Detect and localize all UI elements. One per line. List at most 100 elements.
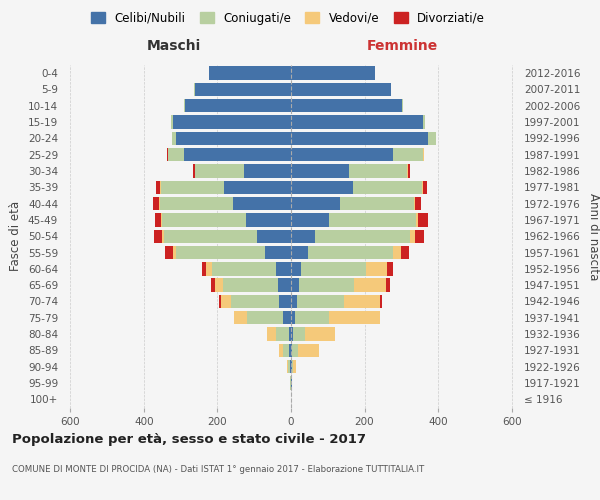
Bar	[193, 164, 195, 177]
Bar	[279, 295, 291, 308]
Bar	[407, 164, 410, 177]
Bar	[283, 344, 289, 357]
Bar	[212, 262, 275, 276]
Bar	[291, 99, 402, 112]
Bar	[211, 278, 215, 292]
Bar	[246, 214, 291, 226]
Bar	[428, 132, 436, 145]
Bar	[164, 230, 257, 243]
Bar	[415, 197, 421, 210]
Bar	[196, 164, 244, 177]
Bar	[275, 328, 289, 341]
Bar	[185, 99, 291, 112]
Bar	[209, 66, 291, 80]
Bar	[244, 164, 291, 177]
Bar	[291, 132, 428, 145]
Bar	[291, 262, 301, 276]
Bar	[224, 180, 291, 194]
Bar	[416, 214, 418, 226]
Bar	[165, 246, 173, 259]
Bar	[291, 344, 292, 357]
Bar	[291, 164, 349, 177]
Bar	[291, 311, 295, 324]
Bar	[275, 262, 291, 276]
Bar	[422, 180, 427, 194]
Bar	[291, 246, 308, 259]
Bar	[291, 214, 329, 226]
Bar	[184, 99, 185, 112]
Bar	[279, 344, 283, 357]
Bar	[291, 278, 299, 292]
Bar	[167, 148, 168, 162]
Bar	[156, 180, 160, 194]
Bar	[329, 214, 416, 226]
Bar	[393, 246, 401, 259]
Y-axis label: Anni di nascita: Anni di nascita	[587, 192, 600, 280]
Bar	[366, 262, 388, 276]
Bar	[295, 311, 329, 324]
Bar	[293, 328, 305, 341]
Legend: Celibi/Nubili, Coniugati/e, Vedovi/e, Divorziati/e: Celibi/Nubili, Coniugati/e, Vedovi/e, Di…	[85, 6, 491, 30]
Bar	[291, 295, 297, 308]
Bar	[386, 278, 390, 292]
Bar	[289, 344, 291, 357]
Bar	[291, 180, 353, 194]
Bar	[291, 197, 340, 210]
Text: Femmine: Femmine	[367, 40, 437, 54]
Bar	[268, 328, 275, 341]
Bar	[233, 197, 291, 210]
Bar	[291, 66, 375, 80]
Bar	[415, 230, 424, 243]
Bar	[176, 132, 291, 145]
Bar	[194, 83, 291, 96]
Bar	[173, 116, 291, 129]
Bar	[292, 360, 293, 374]
Bar	[329, 311, 380, 324]
Bar	[161, 214, 162, 226]
Bar	[265, 246, 291, 259]
Bar	[401, 246, 409, 259]
Bar	[291, 360, 292, 374]
Bar	[162, 214, 246, 226]
Bar	[393, 148, 424, 162]
Bar	[299, 278, 353, 292]
Bar	[168, 148, 184, 162]
Bar	[176, 246, 265, 259]
Bar	[305, 328, 335, 341]
Bar	[291, 116, 422, 129]
Bar	[221, 295, 230, 308]
Bar	[160, 197, 233, 210]
Bar	[418, 214, 428, 226]
Bar	[162, 230, 164, 243]
Bar	[297, 295, 344, 308]
Bar	[308, 246, 393, 259]
Bar	[291, 376, 292, 390]
Bar	[349, 164, 407, 177]
Bar	[161, 180, 224, 194]
Bar	[380, 295, 382, 308]
Bar	[292, 344, 298, 357]
Bar	[233, 311, 247, 324]
Bar	[287, 360, 289, 374]
Bar	[291, 328, 293, 341]
Bar	[184, 148, 291, 162]
Text: COMUNE DI MONTE DI PROCIDA (NA) - Dati ISTAT 1° gennaio 2017 - Elaborazione TUTT: COMUNE DI MONTE DI PROCIDA (NA) - Dati I…	[12, 466, 424, 474]
Bar	[278, 278, 291, 292]
Bar	[353, 278, 386, 292]
Bar	[414, 197, 415, 210]
Bar	[291, 148, 393, 162]
Bar	[422, 116, 425, 129]
Bar	[154, 230, 162, 243]
Bar	[155, 214, 161, 226]
Bar	[257, 230, 291, 243]
Bar	[154, 197, 160, 210]
Bar	[215, 278, 223, 292]
Bar	[283, 311, 291, 324]
Bar	[388, 262, 393, 276]
Text: Popolazione per età, sesso e stato civile - 2017: Popolazione per età, sesso e stato civil…	[12, 432, 366, 446]
Bar	[353, 180, 422, 194]
Bar	[289, 328, 291, 341]
Bar	[206, 262, 212, 276]
Y-axis label: Fasce di età: Fasce di età	[10, 201, 22, 272]
Bar	[410, 230, 415, 243]
